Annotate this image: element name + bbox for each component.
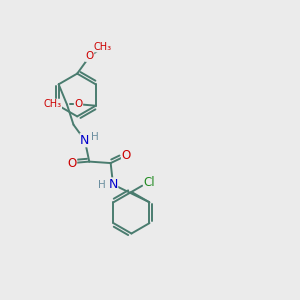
- Text: N: N: [80, 134, 89, 147]
- Text: O: O: [85, 51, 94, 62]
- Text: Cl: Cl: [143, 176, 155, 189]
- Text: O: O: [74, 99, 83, 109]
- Text: O: O: [68, 157, 76, 169]
- Text: CH₃: CH₃: [44, 99, 62, 109]
- Text: O: O: [122, 149, 131, 162]
- Text: CH₃: CH₃: [94, 42, 112, 52]
- Text: H: H: [91, 132, 99, 142]
- Text: N: N: [108, 178, 118, 191]
- Text: H: H: [98, 180, 106, 190]
